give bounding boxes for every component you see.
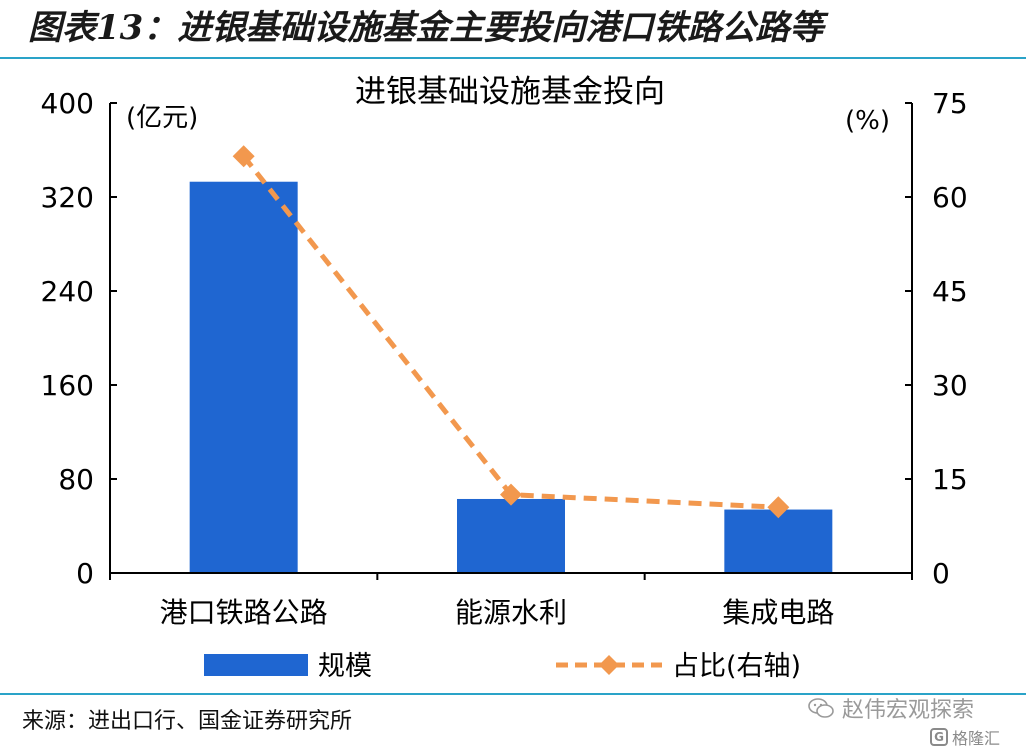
line-marker xyxy=(232,145,255,168)
chart-title: 进银基础设施基金投向 xyxy=(355,74,665,110)
line-marker xyxy=(500,483,522,506)
line-marker xyxy=(767,496,790,519)
corner-logo: G 格隆汇 xyxy=(930,726,1000,748)
y-tick-label-right: 0 xyxy=(932,557,950,590)
y-axis-left-unit: (亿元) xyxy=(126,103,198,133)
top-divider xyxy=(0,57,1026,59)
watermark: 赵伟宏观探索 xyxy=(808,690,974,726)
legend-swatch-bar xyxy=(204,654,308,676)
x-tick-label: 港口铁路公路 xyxy=(160,596,328,629)
figure-title: 图表13：进银基础设施基金主要投向港口铁路公路等 xyxy=(28,8,824,48)
y-tick-label-right: 75 xyxy=(932,87,968,120)
legend-label-line: 占比(右轴) xyxy=(672,651,801,682)
axis-ticks: 0 80 160 240 320 400 0 15 30 45 60 75 港口铁路公路 能源水利 集成电路 xyxy=(41,87,968,629)
y-tick-label-right: 15 xyxy=(932,463,968,496)
source-note: 来源：进出口行、国金证券研究所 xyxy=(22,709,353,734)
line-series xyxy=(241,154,779,510)
bar xyxy=(724,509,833,573)
bottom-divider xyxy=(0,693,1026,695)
y-tick-label-left: 240 xyxy=(41,275,94,308)
plot-area xyxy=(189,145,833,573)
y-tick-label-left: 0 xyxy=(76,557,94,590)
y-tick-label-right: 45 xyxy=(932,275,968,308)
legend: 规模 占比(右轴) xyxy=(204,651,801,682)
y-tick-label-left: 160 xyxy=(41,369,94,402)
y-tick-label-left: 80 xyxy=(58,463,94,496)
legend-swatch-marker xyxy=(599,655,619,675)
bar xyxy=(189,181,298,573)
y-tick-label-left: 320 xyxy=(41,181,94,214)
x-tick-label: 能源水利 xyxy=(455,596,567,629)
y-tick-label-right: 30 xyxy=(932,369,968,402)
legend-label-bar: 规模 xyxy=(318,651,372,682)
x-tick-label: 集成电路 xyxy=(722,596,834,629)
bar xyxy=(457,498,565,573)
y-tick-label-right: 60 xyxy=(932,181,968,214)
glogo-icon: G xyxy=(930,728,948,746)
wechat-icon xyxy=(808,698,834,718)
y-tick-label-left: 400 xyxy=(41,87,94,120)
chart: 进银基础设施基金投向 (亿元) (%) 0 80 160 240 320 400 0 15 30… xyxy=(41,74,968,682)
watermark-text: 赵伟宏观探索 xyxy=(842,698,975,723)
corner-logo-text: 格隆汇 xyxy=(952,729,1001,748)
y-axis-right-unit: (%) xyxy=(845,106,890,136)
